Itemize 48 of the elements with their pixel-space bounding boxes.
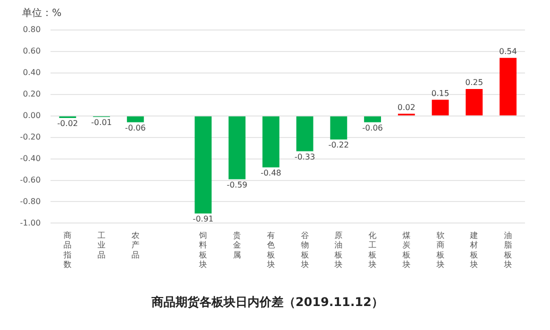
bar (228, 116, 246, 180)
x-tick-label: 建材板块 (469, 231, 478, 269)
data-label: -0.59 (226, 180, 248, 190)
y-tick-label: 0.40 (22, 68, 41, 78)
data-label: 0.25 (465, 78, 484, 88)
bar (262, 116, 280, 168)
x-tick-label: 软商板块 (435, 231, 444, 269)
x-tick-label: 商品指数 (62, 231, 72, 269)
x-tick-label: 化工板块 (368, 231, 377, 269)
y-tick-label: -0.20 (20, 132, 41, 142)
data-label: 0.15 (431, 88, 450, 98)
bar (194, 116, 212, 214)
bar (330, 116, 348, 140)
x-tick-label: 原油板块 (334, 231, 343, 269)
data-label: -0.33 (294, 152, 316, 162)
y-tick-label: 0.80 (22, 25, 41, 34)
x-tick-label: 农产品 (131, 231, 140, 260)
data-label: -0.48 (260, 168, 282, 178)
data-label: -0.02 (57, 119, 78, 128)
bar (466, 89, 483, 116)
bar (432, 100, 449, 116)
data-label: -0.06 (125, 123, 146, 132)
x-tick-label: 贵金属 (233, 231, 242, 260)
y-tick-label: 0.00 (22, 110, 41, 120)
y-axis-title: 单位：% (22, 6, 62, 20)
x-tick-label: 工业品 (98, 231, 106, 260)
y-tick-label: -0.80 (20, 196, 41, 206)
x-tick-label: 煤炭板块 (401, 231, 410, 269)
y-tick-label: -1.00 (20, 218, 41, 228)
x-tick-label: 有色板块 (266, 231, 275, 269)
y-tick-label: -0.60 (20, 175, 41, 184)
x-tick-label: 饲料板块 (198, 231, 208, 269)
y-tick-label: 0.20 (22, 89, 41, 98)
x-tick-label: 谷物板块 (300, 231, 309, 269)
data-label: -0.22 (328, 140, 350, 150)
bar (296, 116, 314, 152)
bar (126, 116, 144, 122)
data-label: 0.54 (499, 46, 517, 56)
data-label: -0.06 (362, 123, 383, 132)
bar (500, 58, 517, 116)
y-tick-label: -0.40 (20, 154, 41, 163)
text: 商品期货各板块日内价差（2019.11.12） (150, 294, 384, 309)
x-tick-label: 油脂板块 (503, 231, 512, 269)
data-label: -0.01 (91, 118, 112, 128)
y-tick-label: 0.60 (22, 46, 41, 56)
data-label: -0.91 (192, 214, 214, 224)
bar (364, 116, 382, 122)
data-label: 0.02 (398, 102, 416, 112)
